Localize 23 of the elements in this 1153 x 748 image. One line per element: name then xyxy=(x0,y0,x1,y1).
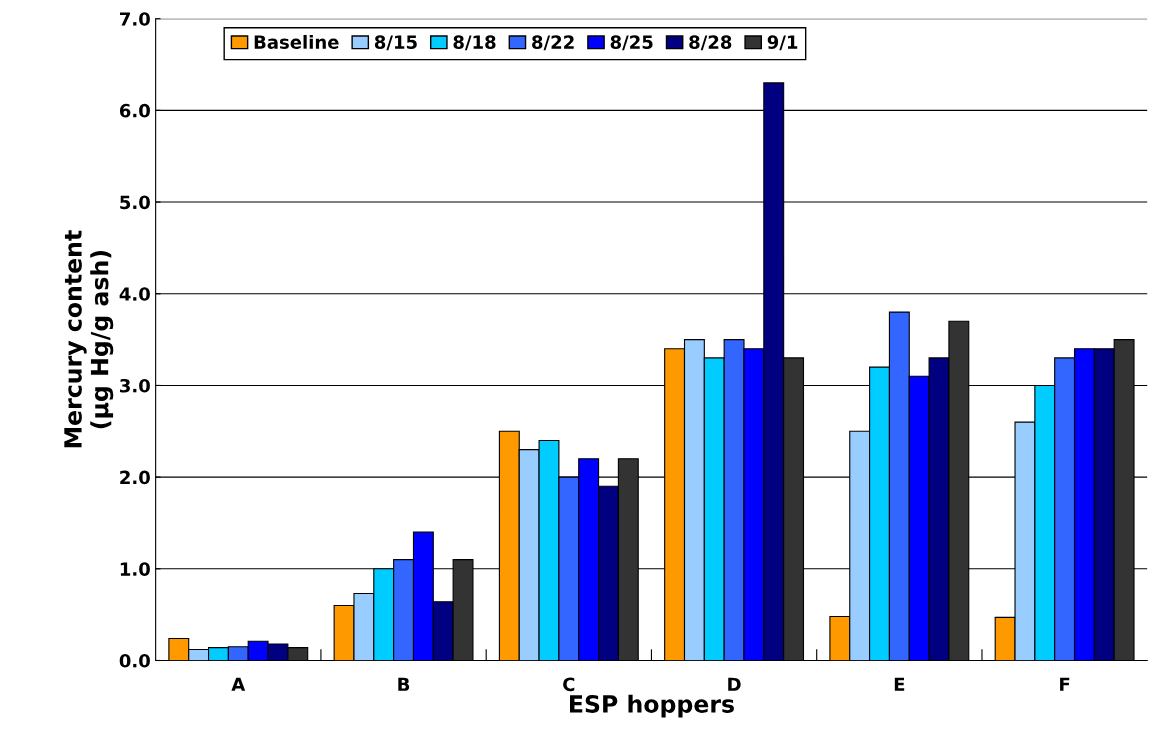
y-axis-title: Mercury content (µg Hg/g ash) xyxy=(64,230,114,448)
y-tick-label: 4.0 xyxy=(119,287,150,301)
legend-label: Baseline xyxy=(254,34,339,49)
x-tick-label: D xyxy=(728,677,741,691)
y-tick-label: 5.0 xyxy=(120,195,150,210)
x-tick-label: E xyxy=(894,677,905,691)
legend-label: 8/15 xyxy=(374,35,417,51)
legend-label: 8/18 xyxy=(453,35,496,51)
y-tick-label: 1.0 xyxy=(120,562,150,576)
x-axis-title: ESP hoppers xyxy=(570,694,734,718)
y-tick-label: 6.0 xyxy=(119,103,150,118)
y-tick-label: 7.0 xyxy=(120,12,150,26)
x-tick-label: C xyxy=(563,677,575,692)
legend-label: 8/25 xyxy=(610,35,653,51)
legend-label: 8/28 xyxy=(689,35,732,51)
x-tick-label: F xyxy=(1060,677,1070,691)
legend-label: 9/1 xyxy=(767,35,798,51)
legend-label: 8/22 xyxy=(532,35,574,51)
y-tick-label: 2.0 xyxy=(120,470,150,485)
y-tick-label: 3.0 xyxy=(120,378,150,393)
y-tick-label: 0.0 xyxy=(119,653,150,668)
x-tick-label: A xyxy=(231,677,246,691)
x-tick-label: B xyxy=(398,677,410,691)
